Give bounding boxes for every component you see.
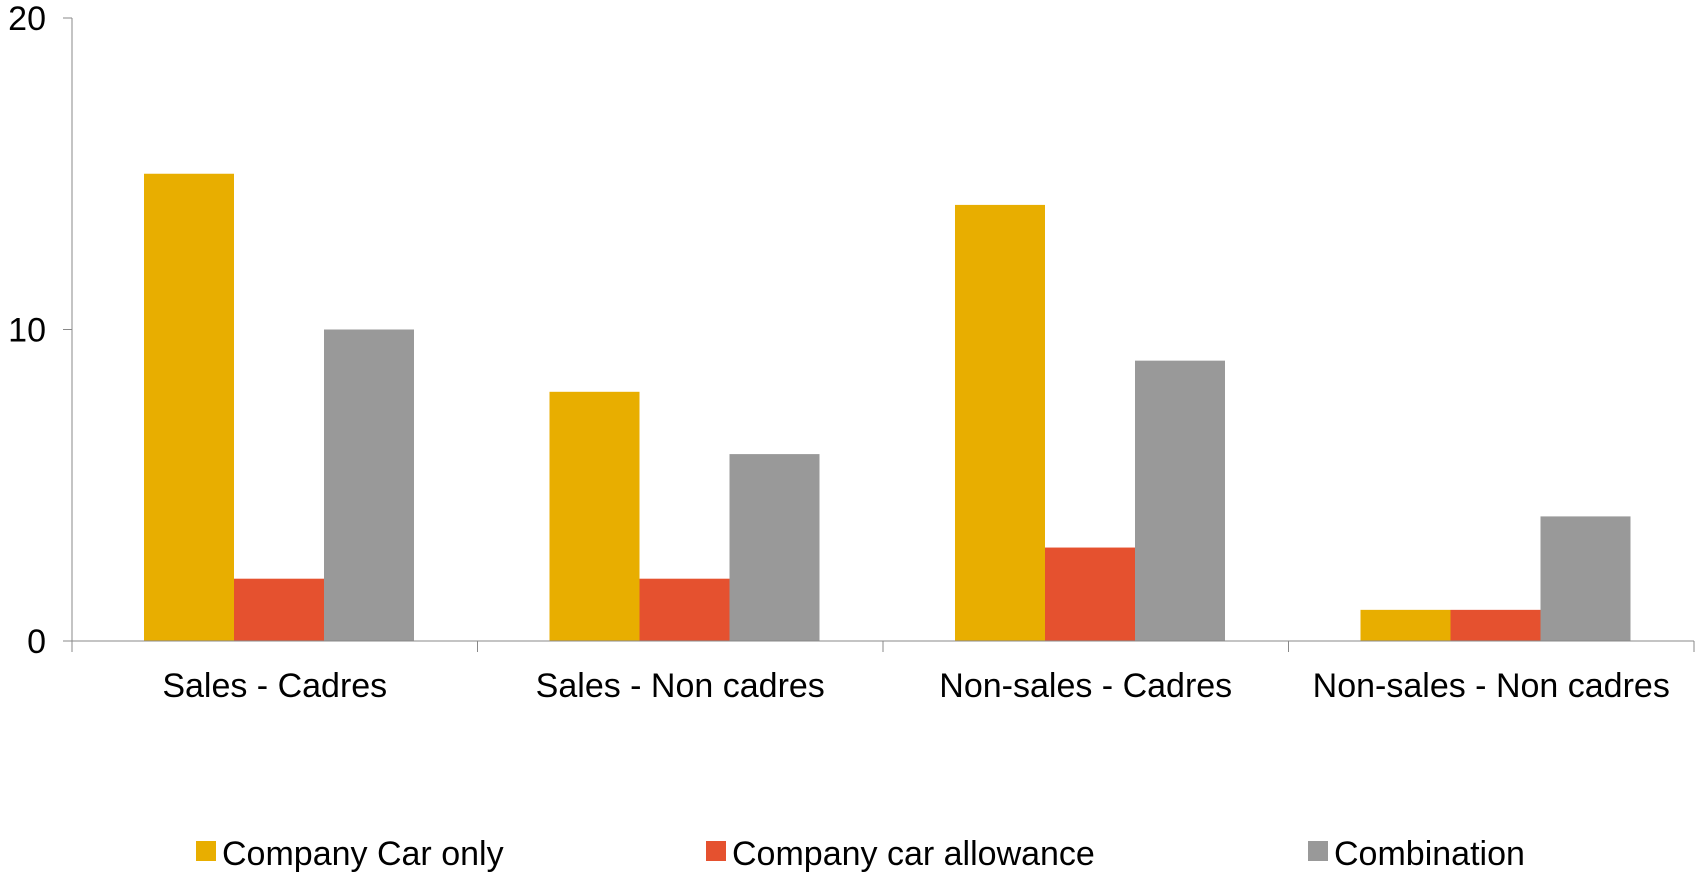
axes-layer: 0 10 20 Sales - Cadres Sales - Non cadres Non… (8, 0, 1695, 705)
x-category-label: Non-sales - Non cadres (1313, 667, 1670, 705)
x-category-label: Non-sales - Cadres (939, 667, 1232, 705)
bar-company-car-allowance-non-sales-non-cadres (1450, 609, 1541, 641)
bar-combination-non-sales-cadres (1135, 360, 1225, 641)
bar-company-car-allowance-sales-cadres (234, 578, 324, 641)
legend-item-company-car-allowance: Company car allowance (706, 835, 1095, 873)
bar-company-car-only-sales-non-cadres (549, 391, 640, 641)
bar-combination-sales-non-cadres (729, 454, 820, 641)
y-tick-label: 20 (8, 0, 46, 38)
bar-company-car-only-non-sales-non-cadres (1360, 609, 1451, 641)
y-tick-label: 10 (8, 312, 46, 350)
bar-company-car-only-non-sales-cadres (955, 204, 1045, 641)
legend-label: Company car allowance (732, 835, 1095, 873)
y-tick-label: 0 (27, 623, 46, 661)
x-category-label: Sales - Cadres (162, 667, 387, 705)
bar-company-car-only-sales-cadres (144, 173, 234, 641)
bars-layer (144, 173, 1631, 641)
legend-item-company-car-only: Company Car only (196, 835, 504, 873)
legend-label: Combination (1334, 835, 1525, 873)
legend-item-combination: Combination (1308, 835, 1525, 873)
legend: Company Car only Company car allowance Com… (196, 835, 1525, 873)
legend-swatch (706, 841, 726, 861)
bar-combination-sales-cadres (324, 329, 414, 641)
bar-combination-non-sales-non-cadres (1540, 516, 1631, 641)
bar-company-car-allowance-sales-non-cadres (639, 578, 730, 641)
legend-label: Company Car only (222, 835, 504, 873)
legend-swatch (1308, 841, 1328, 861)
bar-company-car-allowance-non-sales-cadres (1045, 547, 1135, 641)
legend-swatch (196, 841, 216, 861)
x-category-label: Sales - Non cadres (536, 667, 825, 705)
